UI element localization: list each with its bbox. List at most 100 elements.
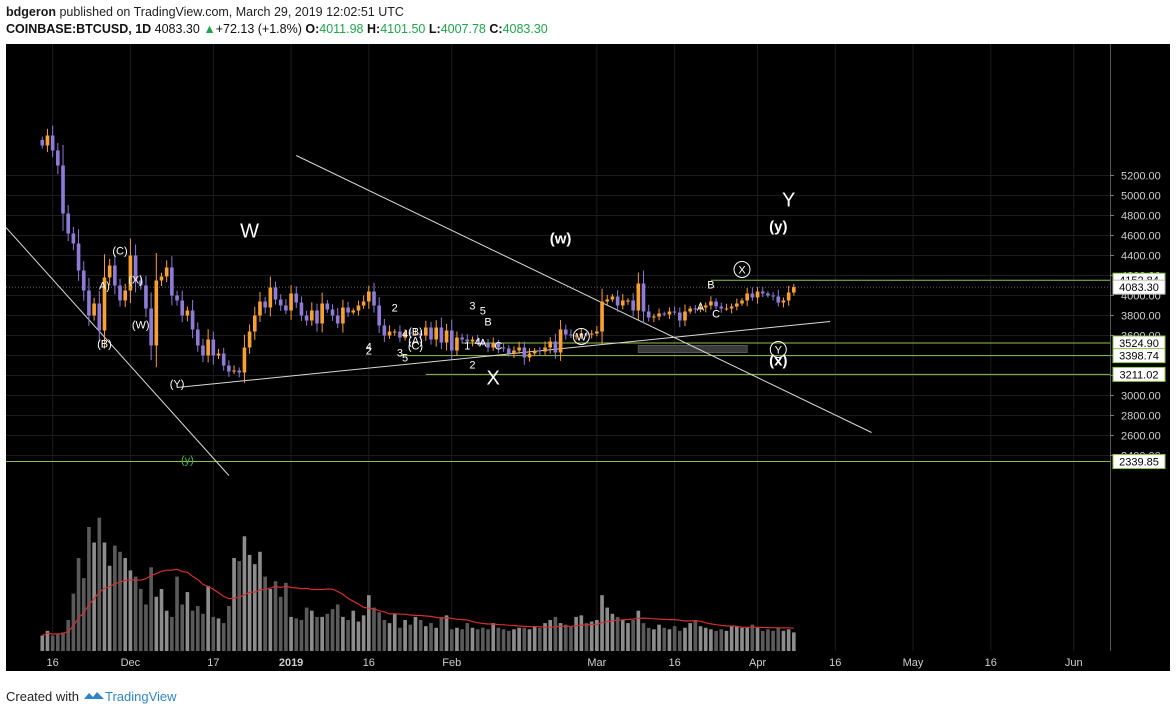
candle[interactable]: [620, 300, 625, 306]
wave-label[interactable]: (A): [408, 336, 423, 348]
candle[interactable]: [760, 291, 765, 294]
candle[interactable]: [118, 285, 122, 301]
candle[interactable]: [325, 303, 330, 310]
candle[interactable]: [735, 303, 739, 307]
candle[interactable]: [677, 312, 682, 321]
wave-label[interactable]: C: [712, 309, 720, 321]
time-axis[interactable]: [6, 651, 1110, 671]
candle[interactable]: [672, 311, 677, 313]
trendline[interactable]: [6, 227, 230, 476]
candle[interactable]: [304, 315, 309, 321]
candle[interactable]: [227, 365, 231, 372]
candle[interactable]: [667, 311, 672, 315]
price-badge[interactable]: [1112, 348, 1166, 364]
candle[interactable]: [273, 287, 278, 300]
candle[interactable]: [403, 332, 407, 338]
candle[interactable]: [569, 334, 573, 336]
candle[interactable]: [527, 353, 532, 358]
tradingview-brand[interactable]: TradingView: [104, 689, 177, 704]
candle[interactable]: [662, 313, 667, 315]
candle[interactable]: [211, 339, 216, 356]
candle[interactable]: [563, 329, 568, 335]
candle[interactable]: [506, 348, 511, 354]
candle[interactable]: [584, 333, 589, 335]
wave-label[interactable]: 2: [366, 346, 372, 358]
candle[interactable]: [92, 303, 96, 316]
candle[interactable]: [424, 327, 428, 336]
candle[interactable]: [558, 329, 563, 353]
candle[interactable]: [491, 343, 496, 348]
candle[interactable]: [175, 295, 179, 301]
candle[interactable]: [299, 302, 304, 316]
candle[interactable]: [346, 307, 350, 313]
wave-label[interactable]: B: [707, 280, 714, 292]
candle[interactable]: [600, 301, 604, 332]
candle[interactable]: [123, 290, 128, 301]
candle[interactable]: [745, 293, 749, 301]
candle[interactable]: [646, 311, 651, 318]
candle[interactable]: [398, 331, 402, 338]
price-chart[interactable]: WXY(w)(x)(y)XWY(C)(X)(W)(B)(Y)A)(y)24 (B)…: [0, 41, 1176, 682]
candle[interactable]: [574, 335, 578, 337]
wave-label[interactable]: X: [738, 265, 746, 277]
candle[interactable]: [693, 308, 698, 310]
trendline[interactable]: [296, 155, 872, 433]
wave-label[interactable]: A: [479, 338, 487, 350]
candle[interactable]: [278, 299, 283, 306]
candle[interactable]: [729, 306, 734, 309]
candle[interactable]: [579, 333, 584, 336]
candle[interactable]: [128, 255, 133, 291]
wave-label[interactable]: W: [576, 332, 587, 344]
wave-label[interactable]: A: [697, 302, 705, 314]
candle[interactable]: [195, 329, 200, 346]
tradingview-logo-icon[interactable]: [83, 690, 105, 702]
wave-label[interactable]: 1: [464, 341, 470, 353]
candle[interactable]: [190, 310, 195, 330]
wave-label[interactable]: (B): [97, 339, 112, 351]
candle[interactable]: [786, 292, 791, 301]
candle[interactable]: [470, 339, 475, 342]
wave-label[interactable]: (C): [408, 341, 423, 353]
wave-label[interactable]: 3: [469, 301, 475, 313]
candle[interactable]: [589, 333, 594, 335]
wave-label[interactable]: X: [487, 368, 500, 390]
candle[interactable]: [792, 287, 796, 293]
wave-label[interactable]: (w): [550, 231, 572, 248]
candle[interactable]: [543, 347, 547, 352]
wave-label[interactable]: Y: [775, 345, 783, 357]
candle[interactable]: [548, 341, 553, 348]
price-badge[interactable]: [1112, 366, 1166, 382]
candle[interactable]: [781, 300, 786, 303]
candle[interactable]: [455, 337, 459, 351]
candle[interactable]: [750, 293, 755, 298]
wave-label[interactable]: 2: [469, 360, 475, 372]
candle[interactable]: [641, 283, 646, 312]
candle[interactable]: [356, 305, 361, 311]
candle[interactable]: [81, 270, 86, 291]
candle[interactable]: [315, 310, 319, 324]
candle[interactable]: [133, 255, 138, 281]
candle[interactable]: [766, 293, 770, 296]
candle[interactable]: [247, 331, 252, 348]
wave-label[interactable]: 4: [366, 342, 372, 354]
candle[interactable]: [460, 337, 464, 340]
candle[interactable]: [294, 293, 299, 303]
wave-label[interactable]: 4: [475, 337, 481, 349]
candle[interactable]: [87, 290, 91, 316]
candle[interactable]: [341, 307, 345, 324]
candle[interactable]: [159, 276, 164, 281]
candle[interactable]: [180, 300, 185, 316]
candle[interactable]: [107, 265, 112, 278]
candle[interactable]: [268, 287, 273, 308]
candle[interactable]: [170, 267, 174, 296]
candle[interactable]: [138, 280, 143, 286]
candle[interactable]: [683, 311, 687, 321]
candle[interactable]: [149, 308, 153, 346]
candle[interactable]: [652, 316, 656, 318]
candle[interactable]: [309, 310, 314, 321]
candle[interactable]: [631, 300, 635, 311]
wave-label[interactable]: B: [484, 317, 491, 329]
price-badge[interactable]: [1112, 454, 1166, 470]
candle[interactable]: [377, 305, 381, 326]
candle[interactable]: [605, 299, 610, 302]
